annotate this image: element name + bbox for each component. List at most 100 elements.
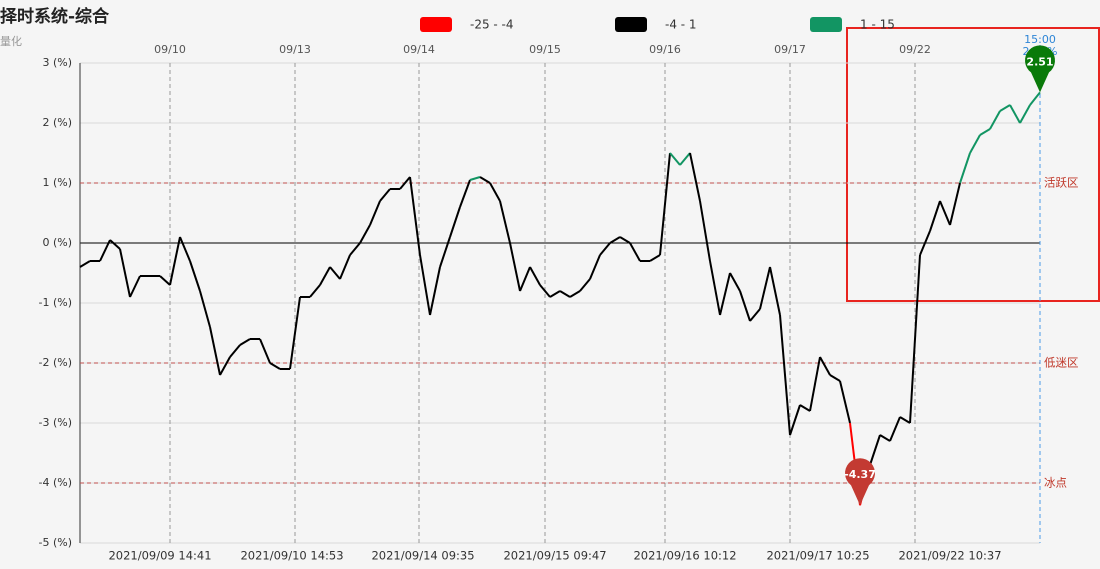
line-segment xyxy=(539,284,551,298)
x-tick-label: 09/13 xyxy=(279,43,311,56)
legend-label: -25 - -4 xyxy=(470,18,514,32)
y-tick-label: -2 (%) xyxy=(39,356,73,369)
line-segment xyxy=(659,152,671,256)
highlight-box xyxy=(846,27,1100,302)
line-segment xyxy=(589,254,601,280)
line-segment xyxy=(969,134,981,154)
chart-subtitle: 量化 xyxy=(0,34,22,48)
line-segment xyxy=(179,236,191,262)
x-tick-label: 09/10 xyxy=(154,43,186,56)
line-segment xyxy=(129,275,141,298)
line-segment xyxy=(749,308,761,322)
line-segment xyxy=(459,179,471,208)
line-segment xyxy=(449,206,461,238)
line-segment xyxy=(269,362,281,370)
line-segment xyxy=(1019,104,1031,124)
line-segment xyxy=(869,434,881,466)
pin-marker xyxy=(845,458,876,506)
line-segment xyxy=(349,242,361,256)
x-date-label: 2021/09/09 14:41 xyxy=(108,549,211,563)
line-segment xyxy=(159,275,171,286)
x-date-label: 2021/09/22 10:37 xyxy=(898,549,1001,563)
y-tick-label: 3 (%) xyxy=(42,56,72,69)
line-segment xyxy=(369,200,381,226)
x-tick-label: 09/14 xyxy=(403,43,435,56)
y-tick-label: 0 (%) xyxy=(42,236,72,249)
line-segment xyxy=(829,374,841,382)
line-segment xyxy=(909,254,921,424)
ref-label: 冰点 xyxy=(1044,476,1067,490)
line-segment xyxy=(409,176,421,256)
pin-label: -4.37 xyxy=(844,468,876,481)
line-segment xyxy=(799,404,811,412)
line-segment xyxy=(609,236,621,244)
y-tick-label: -4 (%) xyxy=(39,476,73,489)
line-segment xyxy=(1009,104,1021,124)
line-segment xyxy=(629,242,641,262)
line-segment xyxy=(769,266,781,316)
line-segment xyxy=(429,266,441,316)
line-segment xyxy=(809,356,821,412)
line-segment xyxy=(699,200,711,262)
line-segment xyxy=(419,254,431,316)
line-segment xyxy=(989,110,1001,130)
x-tick-label: 09/16 xyxy=(649,43,681,56)
line-segment xyxy=(379,188,391,202)
line-segment xyxy=(399,176,411,190)
line-segment xyxy=(119,248,131,298)
line-segment xyxy=(199,290,211,328)
line-segment xyxy=(559,290,571,298)
line-segment xyxy=(879,434,891,442)
line-segment xyxy=(709,260,721,316)
x-date-label: 2021/09/15 09:47 xyxy=(503,549,606,563)
line-segment xyxy=(189,260,201,292)
ref-label: 活跃区 xyxy=(1044,176,1079,190)
line-segment xyxy=(79,260,91,268)
ref-label: 低迷区 xyxy=(1044,356,1079,370)
line-segment xyxy=(929,200,941,232)
line-segment xyxy=(469,176,481,181)
line-segment xyxy=(759,266,771,310)
line-segment xyxy=(839,380,851,424)
line-segment xyxy=(719,272,731,316)
line-segment xyxy=(789,404,801,436)
line-segment xyxy=(579,278,591,292)
line-segment xyxy=(619,236,631,244)
line-segment xyxy=(359,224,371,244)
line-segment xyxy=(569,290,581,298)
line-segment xyxy=(899,416,911,424)
line-segment xyxy=(519,266,531,292)
line-segment xyxy=(339,254,351,280)
y-tick-label: -5 (%) xyxy=(39,536,73,549)
line-segment xyxy=(509,242,521,292)
line-segment xyxy=(289,296,301,370)
y-tick-label: 1 (%) xyxy=(42,176,72,189)
line-segment xyxy=(549,290,561,298)
line-segment xyxy=(489,182,501,202)
line-segment xyxy=(439,236,451,268)
x-tick-label: 09/17 xyxy=(774,43,806,56)
line-segment xyxy=(1029,91,1041,106)
line-segment xyxy=(669,152,681,166)
line-segment xyxy=(99,239,111,262)
line-segment xyxy=(209,326,221,376)
x-tick-label: 09/15 xyxy=(529,43,561,56)
legend-swatch xyxy=(810,17,842,32)
line-segment xyxy=(529,266,541,286)
line-segment xyxy=(329,266,341,280)
line-segment xyxy=(779,314,791,436)
line-segment xyxy=(319,266,331,286)
pin-marker xyxy=(1025,45,1055,93)
line-segment xyxy=(819,356,831,376)
line-segment xyxy=(169,236,181,286)
x-date-label: 2021/09/17 10:25 xyxy=(766,549,869,563)
line-segment xyxy=(979,128,991,136)
line-segment xyxy=(729,272,741,292)
legend-label: -4 - 1 xyxy=(665,18,697,32)
x-tick-label: 09/22 xyxy=(899,43,931,56)
line-segment xyxy=(939,200,951,226)
line-segment xyxy=(219,356,231,376)
